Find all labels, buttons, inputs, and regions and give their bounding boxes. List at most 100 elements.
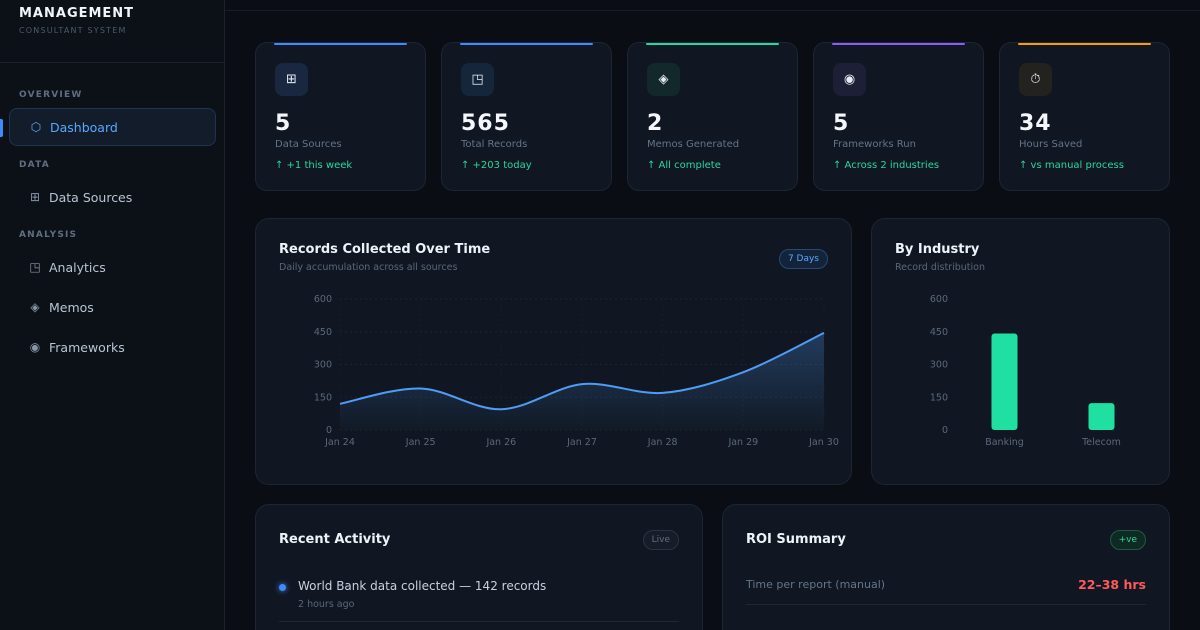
panel-subtitle: Record distribution xyxy=(895,262,985,273)
stat-delta: ↑ vs manual process xyxy=(1019,160,1124,171)
y-tick-label: 450 xyxy=(930,327,948,338)
stat-card-total-records[interactable]: ◳ 565 Total Records ↑ +203 today xyxy=(441,42,612,191)
records-chart-panel: Records Collected Over Time Daily accumu… xyxy=(255,218,852,485)
activity-status-dot xyxy=(279,584,286,591)
y-tick-label: 0 xyxy=(326,425,332,436)
diamond-icon: ◈ xyxy=(30,300,40,314)
sidebar: MANAGEMENT CONSULTANT SYSTEM OVERVIEW ⬡ … xyxy=(0,0,225,630)
x-tick-label: Telecom xyxy=(1081,437,1121,448)
sidebar-item-label: Data Sources xyxy=(49,189,133,205)
activity-text: World Bank data collected — 142 records xyxy=(298,579,547,593)
live-badge: Live xyxy=(642,530,679,550)
y-tick-label: 0 xyxy=(942,425,948,436)
x-tick-label: Jan 29 xyxy=(727,437,758,448)
chart-square-icon: ◳ xyxy=(461,63,494,96)
x-tick-label: Banking xyxy=(985,437,1024,448)
section-label-overview: OVERVIEW xyxy=(19,90,83,100)
grid-icon: ⊞ xyxy=(275,63,308,96)
header-divider xyxy=(225,10,1200,11)
section-label-data: DATA xyxy=(19,160,50,170)
diamond-icon: ◈ xyxy=(647,63,680,96)
series-area xyxy=(340,332,824,430)
sidebar-item-label: Analytics xyxy=(49,259,106,275)
panel-title: ROI Summary xyxy=(746,532,846,547)
stat-delta: ↑ All complete xyxy=(647,160,721,171)
stopwatch-icon: ⏱ xyxy=(1019,63,1052,96)
sidebar-item-label: Frameworks xyxy=(49,339,125,355)
y-tick-label: 600 xyxy=(930,294,948,305)
recent-activity-panel: Recent Activity Live World Bank data col… xyxy=(255,504,703,630)
sidebar-item-frameworks[interactable]: ◉ Frameworks xyxy=(9,328,216,366)
card-accent xyxy=(460,43,593,45)
stat-card-hours-saved[interactable]: ⏱ 34 Hours Saved ↑ vs manual process xyxy=(999,42,1170,191)
range-badge[interactable]: 7 Days xyxy=(778,249,828,269)
y-tick-label: 150 xyxy=(930,392,948,403)
y-tick-label: 150 xyxy=(314,392,332,403)
grid-icon: ⊞ xyxy=(29,190,41,204)
series-line xyxy=(339,331,825,411)
stat-delta: ↑ +203 today xyxy=(461,160,532,171)
sidebar-item-label: Memos xyxy=(49,299,94,315)
bar xyxy=(991,333,1018,430)
y-tick-label: 300 xyxy=(930,360,948,371)
industry-chart-panel: By Industry Record distribution 0 150 300 4… xyxy=(871,218,1170,485)
target-icon: ◉ xyxy=(833,63,866,96)
x-tick-label: Jan 27 xyxy=(566,437,597,448)
y-tick-label: 450 xyxy=(314,327,332,338)
stat-value: 5 xyxy=(275,111,292,136)
roi-row-label: Time per report (manual) xyxy=(746,578,886,591)
industry-bar-chart: 0 150 300 450 600 Banking Telecom xyxy=(930,294,1121,448)
sidebar-item-memos[interactable]: ◈ Memos xyxy=(9,288,216,326)
brand-subtitle: CONSULTANT SYSTEM xyxy=(19,26,127,35)
sidebar-item-analytics[interactable]: ◳ Analytics xyxy=(9,248,216,286)
stat-label: Total Records xyxy=(461,139,528,150)
x-tick-label: Jan 24 xyxy=(324,437,355,448)
x-tick-label: Jan 25 xyxy=(405,437,436,448)
sidebar-item-dashboard[interactable]: ⬡ Dashboard xyxy=(9,108,216,146)
roi-row-value: 22–38 hrs xyxy=(1078,577,1146,592)
stat-value: 5 xyxy=(833,111,850,136)
y-tick-label: 600 xyxy=(314,294,332,305)
card-accent xyxy=(646,43,779,45)
stat-delta: ↑ Across 2 industries xyxy=(833,160,940,171)
activity-time: 2 hours ago xyxy=(298,599,355,610)
active-indicator xyxy=(0,119,3,137)
card-accent xyxy=(274,43,407,45)
stat-value: 2 xyxy=(647,111,664,136)
hexagon-icon: ⬡ xyxy=(30,120,42,134)
sidebar-item-label: Dashboard xyxy=(50,119,118,135)
x-tick-label: Jan 28 xyxy=(647,437,678,448)
sidebar-divider xyxy=(0,62,224,63)
card-accent xyxy=(832,43,965,45)
panel-title: Records Collected Over Time xyxy=(279,242,491,257)
activity-divider xyxy=(279,621,679,622)
chart-square-icon: ◳ xyxy=(29,260,41,274)
roi-summary-panel: ROI Summary +ve Time per report (manual)… xyxy=(722,504,1170,630)
target-icon: ◉ xyxy=(29,340,41,354)
roi-row: Time per report (manual) 22–38 hrs xyxy=(746,565,1146,605)
stat-label: Memos Generated xyxy=(647,139,740,150)
brand: MANAGEMENT CONSULTANT SYSTEM xyxy=(19,6,134,35)
stat-card-memos-generated[interactable]: ◈ 2 Memos Generated ↑ All complete xyxy=(627,42,798,191)
stat-label: Hours Saved xyxy=(1019,139,1083,150)
stat-label: Data Sources xyxy=(275,139,342,150)
stat-label: Frameworks Run xyxy=(833,139,916,150)
y-tick-label: 300 xyxy=(314,360,332,371)
sidebar-item-data-sources[interactable]: ⊞ Data Sources xyxy=(9,178,216,216)
panel-subtitle: Daily accumulation across all sources xyxy=(279,262,458,273)
section-label-analysis: ANALYSIS xyxy=(19,230,78,240)
stat-value: 34 xyxy=(1019,111,1052,136)
brand-title: MANAGEMENT xyxy=(19,6,135,21)
x-tick-label: Jan 30 xyxy=(808,437,839,448)
stat-value: 565 xyxy=(461,111,510,136)
bar xyxy=(1088,403,1115,430)
roi-badge: +ve xyxy=(1109,530,1146,550)
stat-card-frameworks-run[interactable]: ◉ 5 Frameworks Run ↑ Across 2 industries xyxy=(813,42,984,191)
x-tick-label: Jan 26 xyxy=(485,437,516,448)
panel-title: Recent Activity xyxy=(279,532,391,547)
records-line-chart: 0 150 300 450 600 Jan 24 Jan 25 Jan 26 Jan 27 Jan… xyxy=(314,294,839,448)
panel-title: By Industry xyxy=(895,242,980,257)
stat-delta: ↑ +1 this week xyxy=(275,160,353,171)
stat-card-data-sources[interactable]: ⊞ 5 Data Sources ↑ +1 this week xyxy=(255,42,426,191)
card-accent xyxy=(1018,43,1151,45)
